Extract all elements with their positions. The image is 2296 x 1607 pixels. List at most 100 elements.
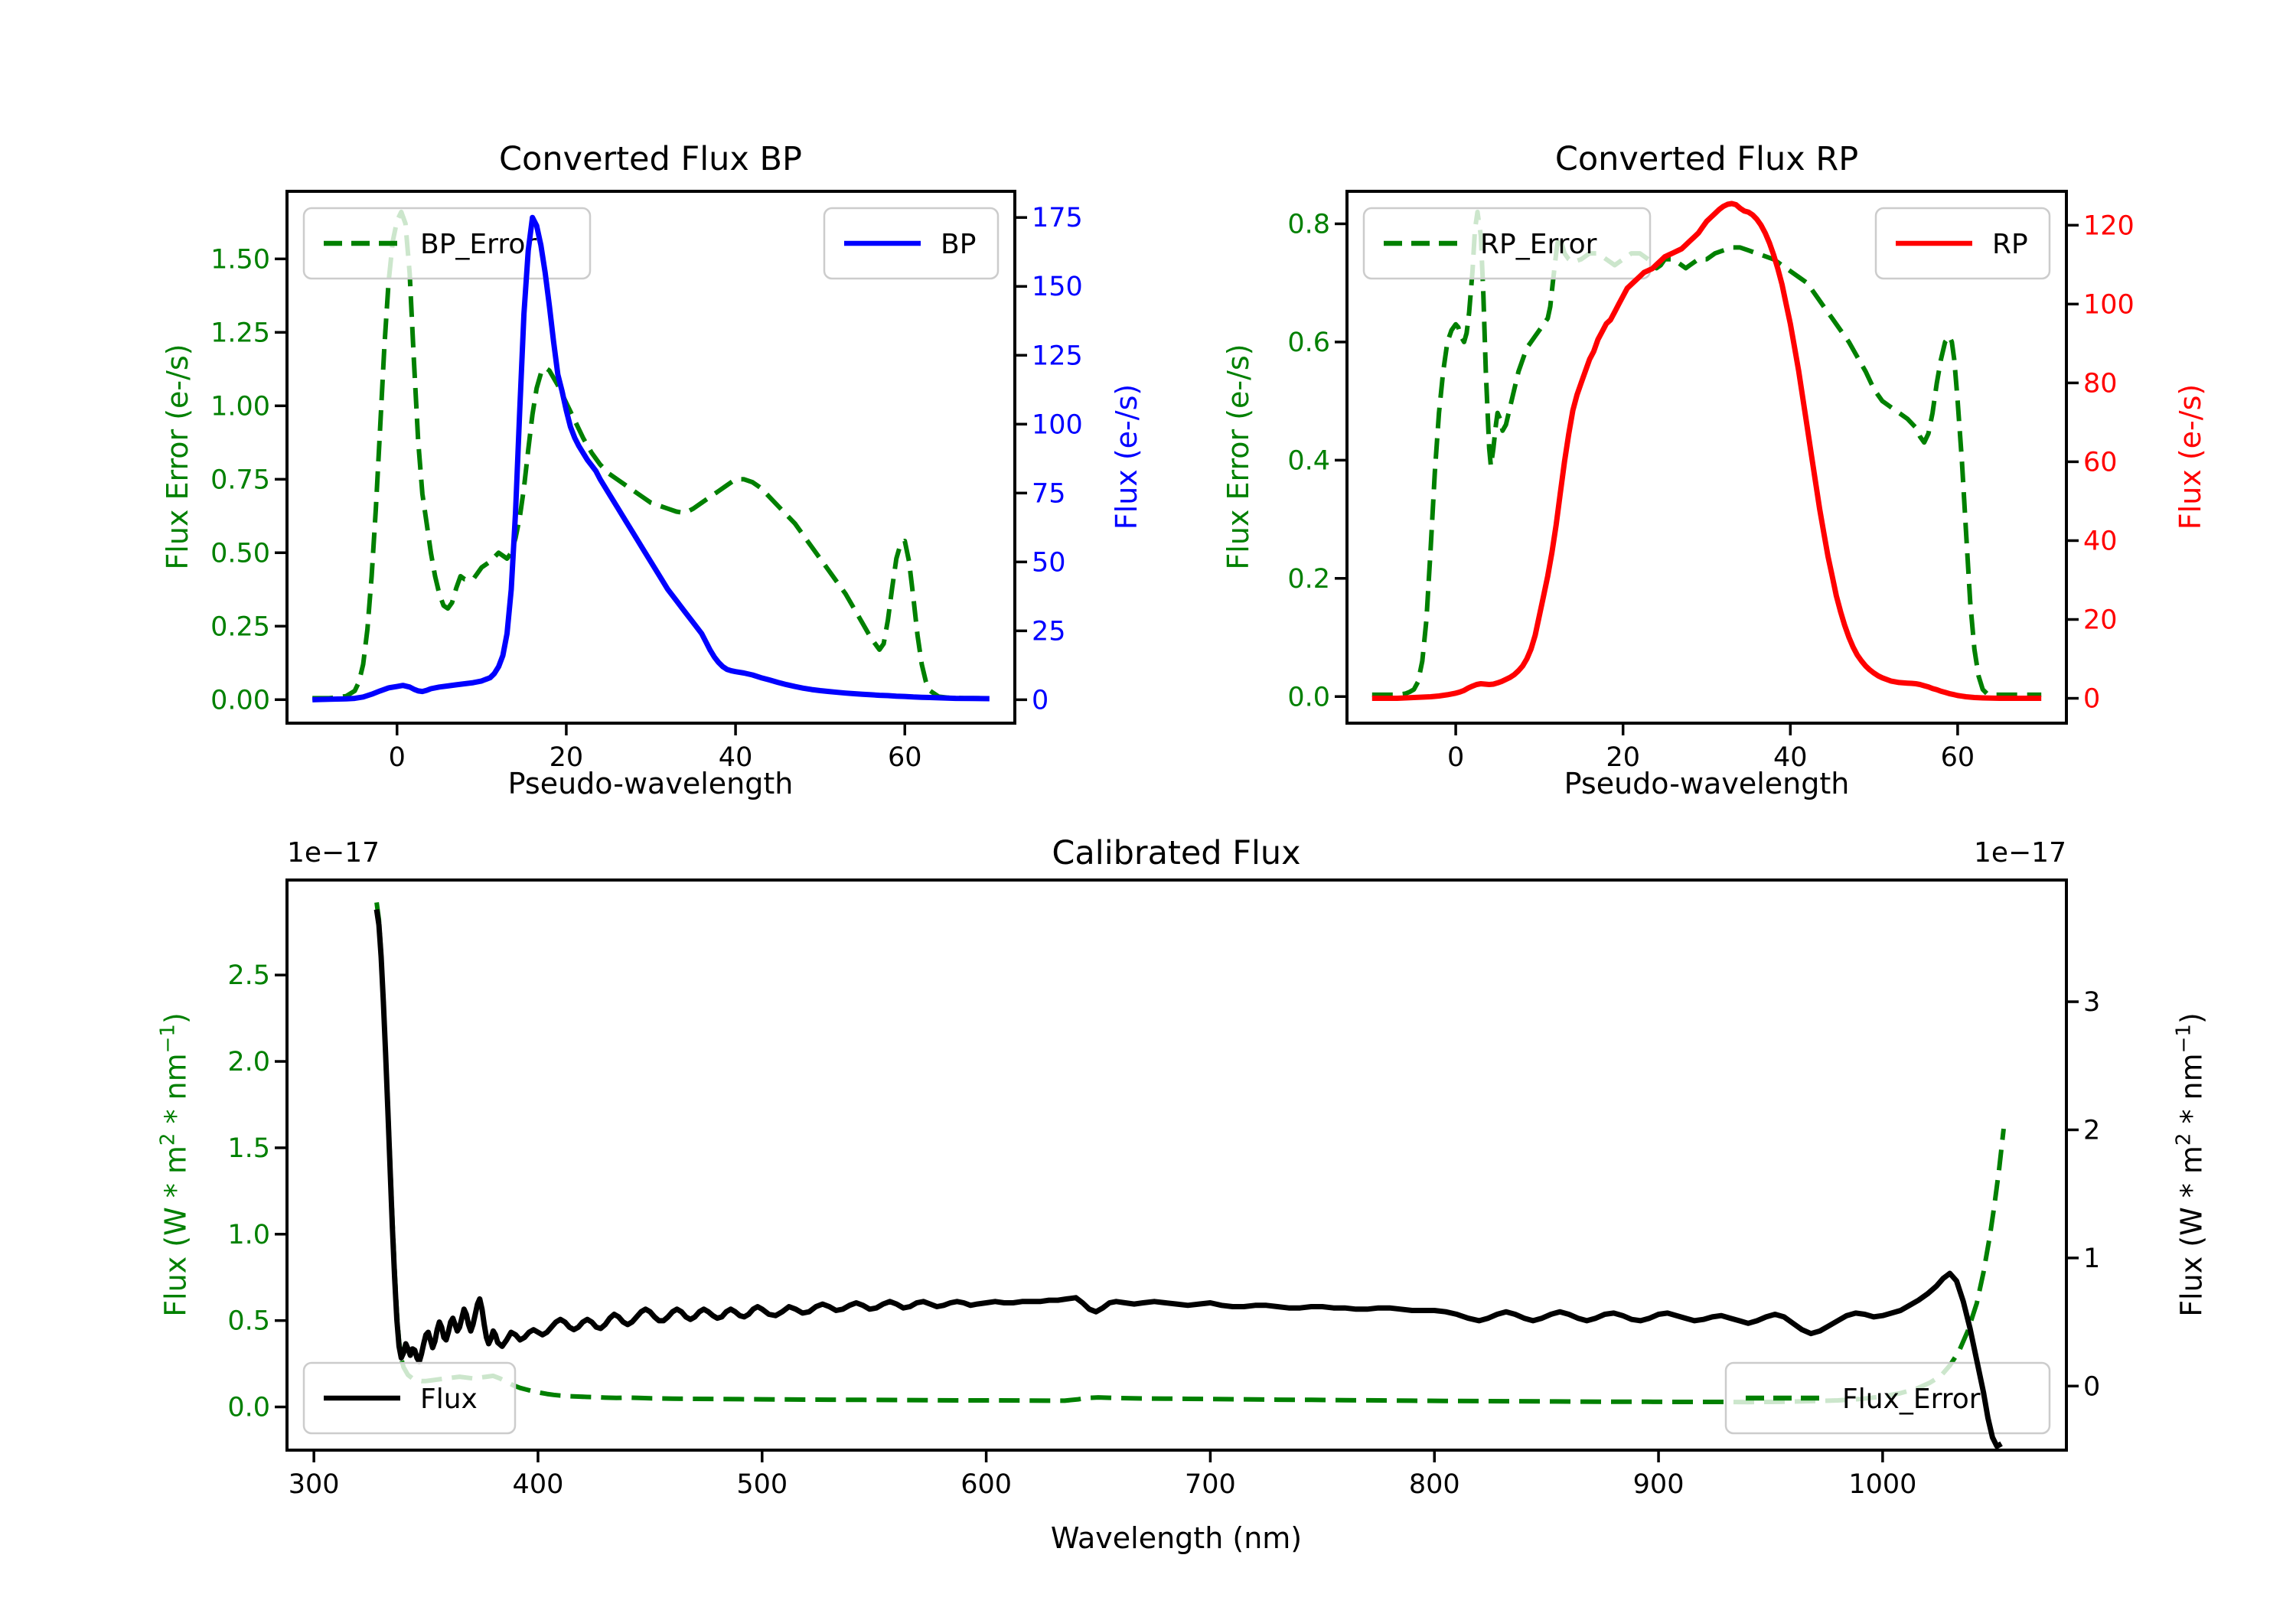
x-tick-label: 40 xyxy=(1773,742,1808,773)
curve-BP_Error xyxy=(312,209,990,701)
right-tick-label: 60 xyxy=(2083,447,2118,478)
bp-right-yaxis-label: Flux (e-/s) xyxy=(1110,383,1143,530)
x-tick-label: 0 xyxy=(1447,742,1464,773)
rp-right-yaxis-label: Flux (e-/s) xyxy=(2174,383,2207,530)
ylabel-sup: 2 xyxy=(156,1133,180,1146)
left-tick-label: 0.50 xyxy=(210,538,270,569)
legend-RP_Error: RP_Error xyxy=(1362,207,1652,280)
legend-box xyxy=(302,207,592,280)
axes-frame xyxy=(285,878,2068,1452)
left-tick-label: 0.5 xyxy=(227,1306,270,1337)
x-tick-label: 20 xyxy=(550,742,584,773)
left-tick-label: 2.5 xyxy=(227,960,270,991)
right-axis-offset-text: 1e−17 xyxy=(1973,837,2066,869)
subplot-bp: 0 20 40 60 0.00 0.25 0.50 0.75 1.00 1.25 1.50 0 25 50… xyxy=(210,190,1083,773)
ylabel-text: Flux (W * m xyxy=(158,1146,193,1317)
left-tick-label: 0.8 xyxy=(1287,209,1330,240)
rp-xaxis-label: Pseudo-wavelength xyxy=(1564,767,1850,800)
legend-Flux_Error: Flux_Error xyxy=(1724,1361,2051,1435)
calibrated-left-yaxis-label: Flux (W * m2 * nm−1) xyxy=(157,1012,193,1317)
ylabel-sup: 2 xyxy=(2172,1133,2196,1146)
left-tick-label: 1.50 xyxy=(210,244,270,275)
left-tick-label: 0.0 xyxy=(227,1393,270,1423)
ylabel-text: Flux (W * m xyxy=(2174,1146,2209,1317)
ylabel-sup: −1 xyxy=(156,1024,180,1054)
right-tick-label: 20 xyxy=(2083,605,2118,636)
legend-label: BP_Error xyxy=(420,229,536,260)
right-tick-label: 0 xyxy=(2083,684,2100,715)
left-tick-label: 0.6 xyxy=(1287,328,1330,358)
legend-box xyxy=(1362,207,1652,280)
left-tick-label: 2.0 xyxy=(227,1047,270,1077)
ylabel-text: * nm xyxy=(158,1053,193,1133)
calibrated-right-yaxis-label: Flux (W * m2 * nm−1) xyxy=(2173,1012,2209,1317)
right-tick-label: 120 xyxy=(2083,210,2135,241)
ylabel-text: * nm xyxy=(2174,1053,2209,1133)
x-tick-label: 40 xyxy=(719,742,753,773)
right-tick-label: 150 xyxy=(1032,272,1083,302)
x-tick-label: 60 xyxy=(1941,742,1975,773)
left-tick-label: 1.5 xyxy=(227,1133,270,1164)
x-tick-label: 900 xyxy=(1633,1469,1684,1500)
x-tick-label: 600 xyxy=(960,1469,1012,1500)
x-tick-label: 20 xyxy=(1606,742,1640,773)
subplot-calibrated: 300 400 500 600 700 800 900 1000 0.0 0.5 1.0 1.5 2.0… xyxy=(227,878,2100,1500)
right-tick-label: 100 xyxy=(1032,409,1083,440)
left-tick-label: 0.4 xyxy=(1287,445,1330,476)
x-tick-label: 500 xyxy=(736,1469,788,1500)
subplot-bp-title: Converted Flux BP xyxy=(499,140,802,178)
axes-frame xyxy=(1345,190,2068,725)
x-tick-label: 1000 xyxy=(1848,1469,1916,1500)
right-tick-label: 1 xyxy=(2083,1244,2100,1274)
right-tick-label: 40 xyxy=(2083,526,2118,556)
curve-Flux_Error xyxy=(374,901,2006,1405)
curve-RP xyxy=(1371,200,2042,701)
legend-BP_Error: BP_Error xyxy=(302,207,592,280)
left-tick-label: 1.0 xyxy=(227,1220,270,1250)
x-tick-label: 0 xyxy=(389,742,406,773)
x-tick-label: 800 xyxy=(1409,1469,1460,1500)
left-tick-label: 0.2 xyxy=(1287,564,1330,595)
right-tick-label: 75 xyxy=(1032,478,1066,509)
legend-label: RP xyxy=(1992,229,2028,260)
left-tick-label: 1.25 xyxy=(210,318,270,348)
left-axis-offset-text: 1e−17 xyxy=(287,837,380,869)
left-tick-label: 0.75 xyxy=(210,464,270,495)
right-tick-label: 80 xyxy=(2083,368,2118,399)
right-tick-label: 25 xyxy=(1032,616,1066,647)
right-tick-label: 50 xyxy=(1032,547,1066,578)
left-tick-label: 1.00 xyxy=(210,391,270,422)
legend-Flux: Flux xyxy=(302,1361,517,1435)
right-tick-label: 175 xyxy=(1032,203,1083,233)
subplot-calibrated-title: Calibrated Flux xyxy=(1052,834,1301,872)
bp-left-yaxis-label: Flux Error (e-/s) xyxy=(161,344,194,570)
ylabel-text: ) xyxy=(2174,1012,2209,1025)
legend-BP: BP xyxy=(823,207,1000,280)
right-tick-label: 3 xyxy=(2083,987,2100,1018)
left-tick-label: 0.25 xyxy=(210,611,270,642)
calibrated-xaxis-label: Wavelength (nm) xyxy=(1050,1521,1303,1555)
legend-RP: RP xyxy=(1874,207,2051,280)
legend-label: Flux xyxy=(420,1384,478,1415)
ylabel-sup: −1 xyxy=(2172,1024,2196,1054)
curve-RP_Error xyxy=(1371,210,2042,697)
x-tick-label: 60 xyxy=(888,742,922,773)
subplot-rp: 0 20 40 60 0.0 0.2 0.4 0.6 0.8 0 20 40 60 80 100 120 RP_… xyxy=(1287,190,2135,773)
legend-box xyxy=(302,1361,517,1435)
ylabel-text: ) xyxy=(158,1012,193,1025)
x-tick-label: 700 xyxy=(1185,1469,1236,1500)
legend-label: Flux_Error xyxy=(1842,1384,1981,1415)
subplot-rp-title: Converted Flux RP xyxy=(1554,140,1859,178)
left-tick-label: 0.00 xyxy=(210,685,270,715)
curve-Flux xyxy=(373,908,2003,1449)
legend-box xyxy=(1724,1361,2051,1435)
right-tick-label: 125 xyxy=(1032,341,1083,371)
bp-xaxis-label: Pseudo-wavelength xyxy=(507,767,794,800)
right-tick-label: 0 xyxy=(1032,685,1049,715)
x-tick-label: 400 xyxy=(513,1469,564,1500)
right-tick-label: 0 xyxy=(2083,1371,2100,1402)
left-tick-label: 0.0 xyxy=(1287,682,1330,712)
curve-BP xyxy=(312,214,990,702)
